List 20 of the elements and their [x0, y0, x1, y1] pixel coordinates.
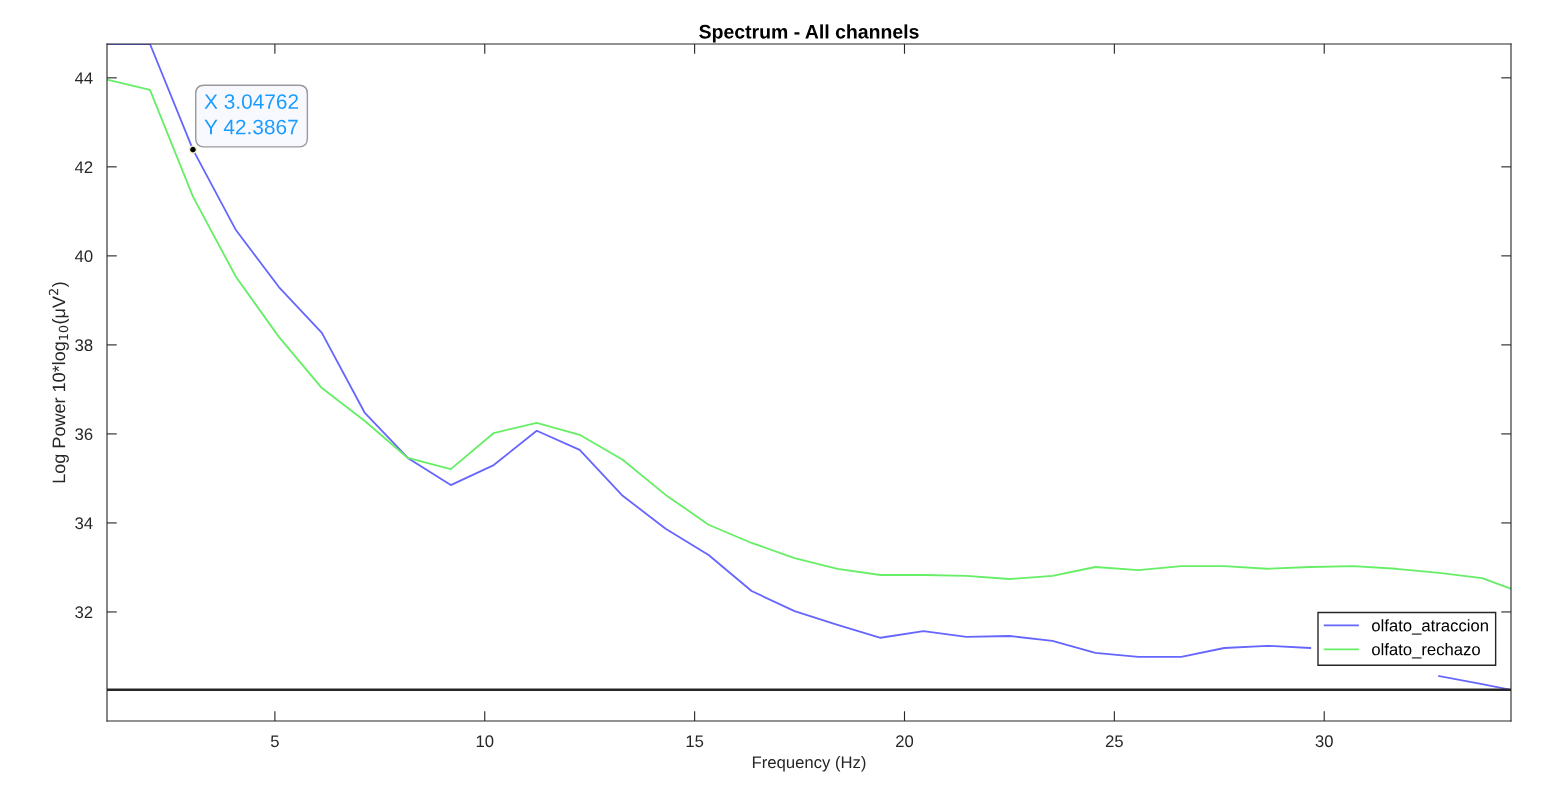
x-tick-label: 20 [896, 735, 914, 748]
x-tick-label: 5 [270, 735, 279, 748]
x-tick-label: 30 [1315, 735, 1333, 748]
legend-label: olfato_atraccion [1372, 619, 1488, 635]
y-tick-label: 44 [74, 72, 93, 84]
chart-title: Spectrum - All channels [699, 24, 919, 43]
x-tick-label: 10 [476, 735, 494, 748]
legend-label: olfato_rechazo [1372, 643, 1480, 659]
y-tick-label: 38 [75, 339, 93, 352]
y-tick-label: 36 [75, 428, 93, 441]
y-tick-label: 32 [75, 606, 93, 619]
y-tick-label: 34 [75, 517, 93, 530]
x-tick-label: 25 [1105, 735, 1123, 748]
y-axis-title: Log Power 10*log$_{10}$(μV$^{2}$) [48, 282, 69, 483]
line-series [107, 78, 1511, 590]
x-tick-label: 15 [686, 735, 704, 748]
y-tick-label: 42 [74, 161, 93, 173]
y-tick-label: 40 [74, 250, 93, 263]
x-axis-title: Frequency (Hz) [752, 755, 866, 772]
annotation: X 3.04762 Y 42.3867 [204, 94, 298, 135]
